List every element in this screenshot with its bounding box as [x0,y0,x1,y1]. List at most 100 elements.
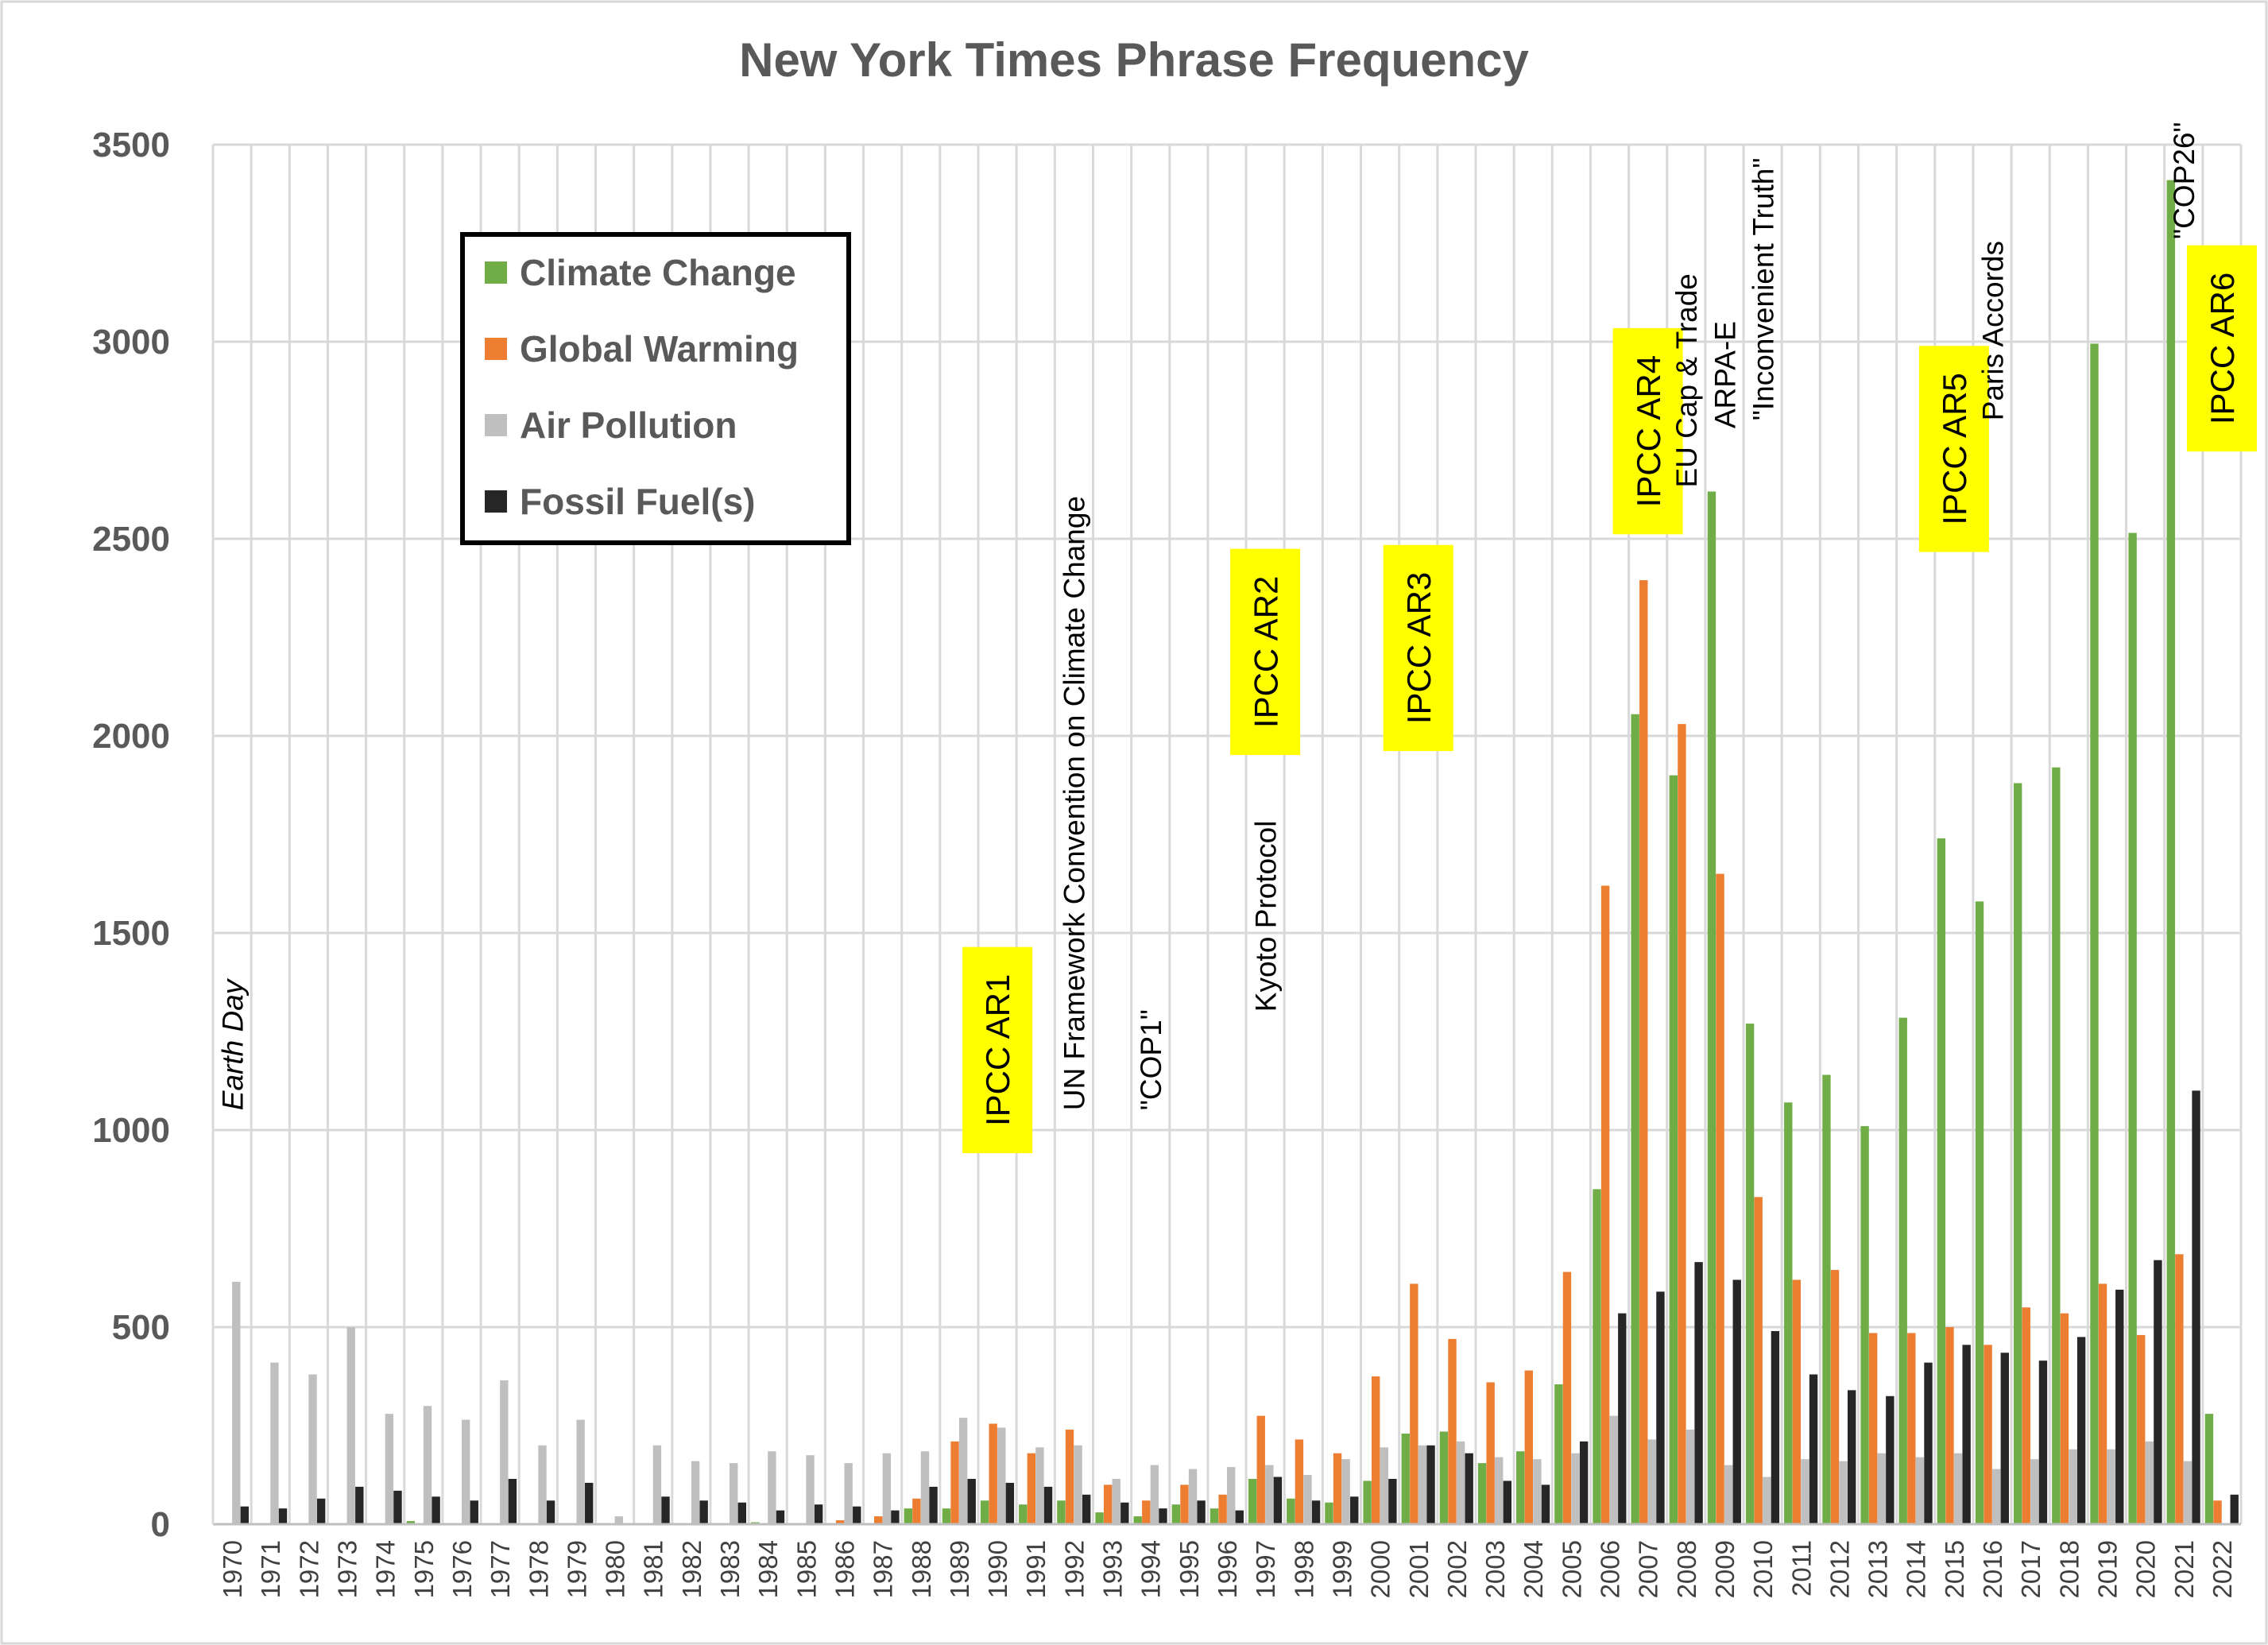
bar [1600,885,1610,1524]
legend-label: Global Warming [520,328,799,370]
bar [699,1500,708,1524]
x-tick-label: 2002 [1442,1540,1472,1598]
bar [1133,1516,1142,1524]
bar [1571,1453,1580,1524]
x-tick-label: 2007 [1634,1540,1663,1598]
bar [912,1498,921,1524]
bars [232,180,2239,1525]
bar [1486,1382,1495,1524]
bar [2060,1313,2069,1524]
bar [1745,1024,1755,1524]
bar [1860,1126,1869,1524]
bar [652,1445,662,1524]
bar [1533,1459,1542,1524]
x-tick-label: 2013 [1864,1540,1893,1598]
bar [508,1478,517,1524]
x-tick-label: 2000 [1366,1540,1395,1598]
bar [1792,1279,1802,1524]
bar [1992,1469,2001,1524]
x-tick-label: 1983 [715,1540,745,1598]
bar [1372,1376,1380,1524]
bar [1142,1500,1151,1524]
bar [1218,1494,1227,1524]
x-tick-label: 1987 [869,1540,898,1598]
x-tick-label: 2001 [1404,1540,1434,1598]
legend-box [460,232,851,545]
x-tick-label: 1989 [945,1540,974,1598]
x-tick-label: 1999 [1327,1540,1357,1598]
bar [1724,1465,1733,1524]
bar [1945,1327,1954,1524]
bar [2013,783,2022,1524]
bar [997,1427,1006,1524]
bar [2000,1353,2009,1524]
bar [1495,1457,1504,1524]
bar [1686,1429,1695,1524]
bar [1057,1500,1066,1524]
bar [1503,1480,1512,1524]
bar [1035,1447,1044,1524]
bar [1465,1453,1473,1524]
bar [1112,1478,1120,1524]
bar [1647,1439,1657,1524]
legend: Climate Change Global Warming Air Pollutio… [460,232,851,545]
annotation: Kyoto Protocol [1249,821,1282,1012]
bar [1235,1510,1244,1524]
annotation: IPCC AR3 [1383,544,1453,752]
bar [2204,1414,2214,1524]
bar [1418,1445,1427,1524]
x-tick-label: 2003 [1480,1540,1510,1598]
bar [1065,1429,1074,1524]
bar [874,1516,883,1524]
bar [1830,1270,1840,1524]
bar [1005,1482,1015,1524]
annotation-highlight [1230,548,1301,756]
x-tick-label: 1985 [791,1540,821,1598]
bar [2213,1500,2222,1524]
bar [1171,1504,1181,1524]
bar [1150,1465,1159,1524]
bar [1886,1395,1895,1524]
bar [240,1506,250,1524]
annotation-highlight [1612,327,1683,535]
bar [1209,1508,1219,1524]
bar [891,1510,900,1524]
annotation-label: IPCC AR1 [979,974,1016,1126]
bar [844,1463,853,1524]
annotation-label: IPCC AR3 [1400,572,1438,724]
annotation: EU Cap & Trade [1670,273,1703,487]
x-tick-label: 1974 [371,1540,401,1598]
bar [2098,1283,2107,1524]
bar [546,1500,555,1524]
axes: 0 500 1000 1500 2000 2500 3000 3500 1970 1971 1972… [92,126,2241,1598]
bar [806,1455,815,1524]
bar [2052,767,2061,1524]
bar [835,1520,845,1524]
bar [2175,1254,2184,1524]
bar [814,1504,823,1524]
bar [1516,1451,1525,1524]
bar [406,1521,416,1524]
x-tick-label: 1988 [907,1540,936,1598]
bar [1579,1441,1589,1524]
x-tick-label: 1984 [753,1540,783,1598]
bar [1801,1459,1809,1524]
bar [1363,1480,1372,1524]
x-tick-label: 1981 [639,1540,668,1598]
annotation: IPCC AR4 [1612,327,1683,535]
bar [1593,1189,1601,1524]
bar [1019,1504,1028,1524]
x-tick-label: 1992 [1059,1540,1089,1598]
x-tick-label: 1993 [1098,1540,1128,1598]
bar [1477,1463,1487,1524]
x-tick-label: 1973 [333,1540,362,1598]
bar [278,1508,288,1524]
bar [346,1327,355,1524]
bar [1763,1477,1771,1524]
bar [2076,1337,2086,1524]
bar [2230,1494,2239,1524]
annotation-highlight [1383,544,1453,752]
x-tick-label: 2020 [2131,1540,2161,1598]
legend-swatch [485,490,507,513]
